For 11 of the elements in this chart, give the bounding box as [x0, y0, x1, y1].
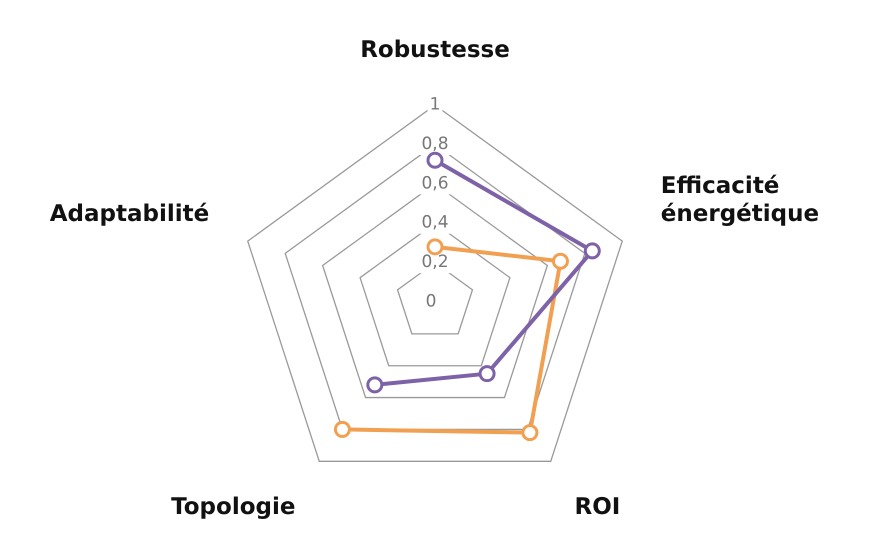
y-tick-label: 0: [426, 291, 436, 312]
y-tick-label: 0,8: [421, 134, 449, 154]
y-tick-label: 0,2: [421, 252, 449, 272]
spoke-label: Robustesse: [360, 36, 510, 63]
spoke-label: Efficacité énergétique: [660, 173, 820, 227]
y-tick-label: 0,4: [421, 212, 449, 233]
spoke-label: Topologie: [171, 494, 296, 520]
y-tick-label: 1: [430, 94, 440, 115]
y-tick-label: 0,6: [421, 173, 449, 194]
spoke-label: ROI: [574, 494, 620, 520]
spoke-label: Adaptabilité: [50, 200, 210, 227]
